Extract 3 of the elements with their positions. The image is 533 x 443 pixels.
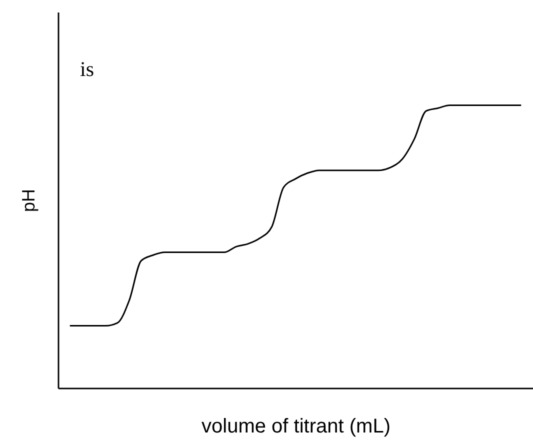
x-axis-title: volume of titrant (mL) [202,416,390,438]
text: is [80,57,94,81]
y-axis-title: pH [18,188,38,212]
